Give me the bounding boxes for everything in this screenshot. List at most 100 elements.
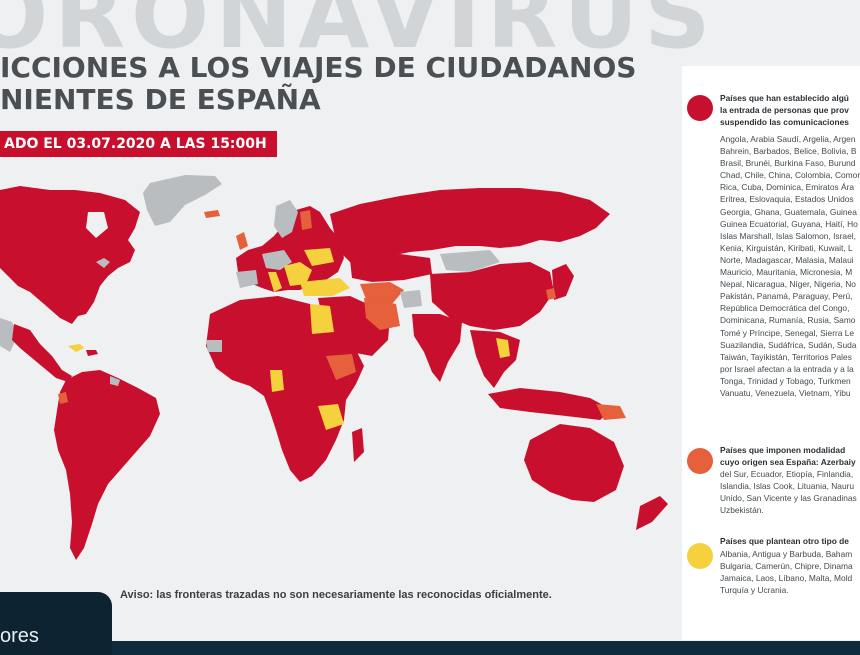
legend-red-heading: Países que han establecido algú la entra… <box>720 92 860 128</box>
legend-yellow-list: Albania, Antigua y Barbuda, Baham Bulgar… <box>720 548 860 596</box>
legend-red-line: Taiwán, Tayikistán, Territorios Pales <box>720 351 852 362</box>
legend-red-line: Vanuatu, Venezuela, Vietnam, Yibu <box>720 387 851 398</box>
legend-red-line: Tomé y Príncipe, Senegal, Sierra Le <box>720 327 855 338</box>
new-zealand <box>636 496 668 530</box>
legend-red-line: Pakistán, Panamá, Paraguay, Perú, <box>720 291 853 302</box>
legend-red-heading-line: la entrada de personas que prov <box>720 105 849 115</box>
mexico <box>0 318 18 352</box>
legend-red-line: Islas Marshall, Islas Salomon, Israel, <box>720 230 856 241</box>
legend-red-line: Nepal, Nicaragua, Níger, Nigeria, No <box>720 279 856 290</box>
legend-yellow-line: Albania, Antigua y Barbuda, Baham <box>720 549 853 559</box>
legend-red-line: Mauricio, Mauritania, Micronesia, M <box>720 267 853 278</box>
legend-red-heading-line: Países que han establecido algú <box>720 93 849 103</box>
legend-red-list: Angola, Arabia Saudí, Argelia, Argen Bah… <box>720 133 860 399</box>
legend-dot-orange <box>687 448 713 474</box>
tanzania <box>318 404 344 430</box>
indonesia <box>488 388 612 420</box>
egypt <box>310 304 334 334</box>
europe <box>236 206 344 292</box>
legend-orange-line: Islandia, Islas Cook, Lituania, Nauru <box>720 481 855 492</box>
balkans <box>284 262 312 286</box>
guyana-region <box>110 376 120 386</box>
korea-japan <box>552 264 574 300</box>
legend-yellow-line: Turquía y Ucrania. <box>720 585 789 596</box>
banner-text: ORONAVIRUS <box>0 0 716 50</box>
finland <box>300 210 312 230</box>
legend-orange-heading-line: cuyo origen sea España: Azerbaiy <box>720 457 856 467</box>
legend-red-line: Angola, Arabia Saudí, Argelia, Argen <box>720 134 856 144</box>
india <box>412 314 462 382</box>
legend-orange-line: Uzbekistán. <box>720 505 764 516</box>
iceland <box>204 210 220 218</box>
legend-orange-line: del Sur, Ecuador, Etiopía, Finlandia, <box>720 469 854 479</box>
page-title: ICCIONES A LOS VIAJES DE CIUDADANOS NIEN… <box>0 52 636 116</box>
turkey <box>300 278 350 296</box>
scandinavia <box>274 200 298 238</box>
south-america <box>54 370 160 560</box>
legend-red-line: Bahrein, Barbados, Belice, Bolivia, B <box>720 146 857 157</box>
australia <box>524 424 624 502</box>
legend-yellow-line: Bulgaria, Camerún, Chipre, Dinama <box>720 561 853 572</box>
greenland <box>143 175 222 226</box>
footer-strip <box>112 641 860 655</box>
uk <box>236 232 248 250</box>
background-banner: ORONAVIRUS <box>0 0 860 50</box>
legend-red-line: Eritrea, Eslovaquia, Estados Unidos <box>720 194 854 205</box>
legend-red-line: República Democrática del Congo, <box>720 303 850 314</box>
legend-dot-red <box>687 95 713 121</box>
laos <box>496 338 510 358</box>
russia <box>330 188 610 262</box>
korea-south <box>546 288 556 300</box>
legend-orange-heading: Países que imponen modalidad cuyo origen… <box>720 444 860 468</box>
footer-panel <box>0 592 112 655</box>
legend-red-line: Kenia, Kirguistán, Kiribati, Kuwait, L <box>720 242 853 253</box>
legend-red-line: Guinea Ecuatorial, Guyana, Haití, Ho <box>720 218 858 229</box>
legend-red-line: Brasil, Brunéi, Burkina Faso, Burund <box>720 158 856 169</box>
legend-orange-heading-line: Países que imponen modalidad <box>720 445 846 455</box>
legend-red-line: Georgia, Ghana, Guatemala, Guinea <box>720 206 857 217</box>
italy <box>268 272 282 292</box>
caribbean-islands-2 <box>86 350 98 356</box>
title-line-2: NIENTES DE ESPAÑA <box>0 83 321 116</box>
legend-red-heading-line: suspendido las comunicaciones <box>720 117 849 127</box>
spain <box>236 270 258 288</box>
legend-yellow-line: Jamaica, Laos, Líbano, Malta, Mold <box>720 573 853 584</box>
legend-yellow-heading-line: Países que plantean otro tipo de <box>720 536 849 546</box>
central-america <box>12 324 72 382</box>
china <box>430 262 554 330</box>
legend-red-line: Chad, Chile, China, Colombia, Comor <box>720 170 860 181</box>
disclaimer: Aviso: las fronteras trazadas no son nec… <box>120 589 552 601</box>
legend-red-line: por Israel afectan a la entrada y a la <box>720 363 854 374</box>
ethiopia <box>326 354 356 380</box>
legend-panel: Países que han establecido algú la entra… <box>682 66 860 640</box>
mongolia <box>440 250 500 272</box>
central-asia-orange <box>360 282 404 304</box>
hudson-bay <box>86 212 108 238</box>
ecuador <box>58 392 68 404</box>
legend-red-line: Dominicana, Rumanía, Rusia, Samo <box>720 315 856 326</box>
central-europe <box>262 250 292 270</box>
africa <box>206 296 364 482</box>
legend-orange-line: Unido, San Vicente y las Granadinas <box>720 493 857 504</box>
kazakhstan <box>350 254 432 282</box>
legend-red-line: Norte, Madagascar, Malasia, Malaui <box>720 254 854 265</box>
footer-logo: ores <box>0 625 39 647</box>
cameroon <box>270 370 284 392</box>
legend-dot-yellow <box>687 543 713 569</box>
iran <box>364 298 400 330</box>
title-line-1: ICCIONES A LOS VIAJES DE CIUDADANOS <box>0 51 637 84</box>
caribbean-islands <box>68 344 84 352</box>
legend-red-line: Suazilandia, Sudáfrica, Sudán, Suda <box>720 339 857 350</box>
madagascar <box>352 428 364 462</box>
world-map <box>0 160 680 585</box>
legend-red-line: Tonga, Trinidad y Tobago, Turkmen <box>720 375 851 386</box>
afghanistan <box>400 290 422 308</box>
legend-orange-list: del Sur, Ecuador, Etiopía, Finlandia, Is… <box>720 468 860 516</box>
legend-yellow-heading: Países que plantean otro tipo de <box>720 535 860 547</box>
date-badge: ADO EL 03.07.2020 A LAS 15:00H <box>0 131 277 157</box>
png <box>596 404 626 420</box>
ukraine <box>304 248 334 266</box>
legend-red-line: Rica, Cuba, Dominica, Emiratos Ára <box>720 182 855 193</box>
west-africa-gray <box>206 340 222 352</box>
great-lakes <box>96 258 110 268</box>
